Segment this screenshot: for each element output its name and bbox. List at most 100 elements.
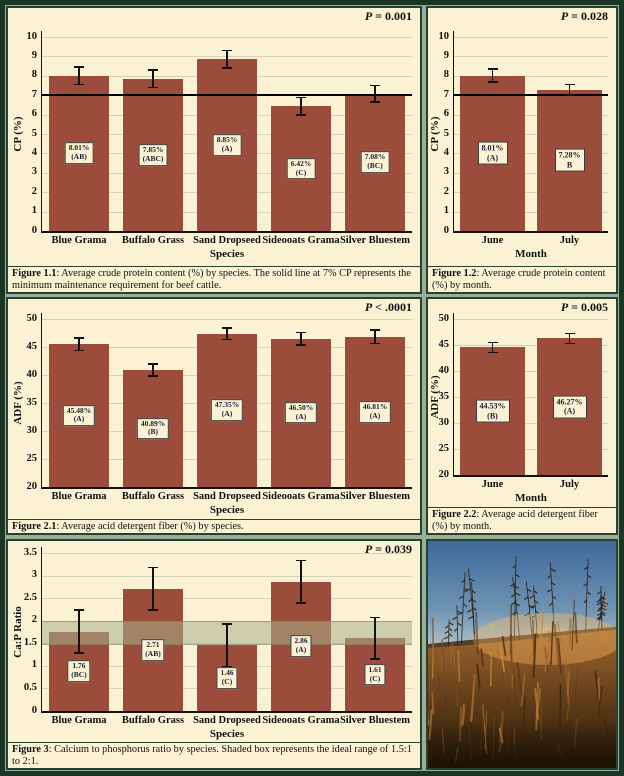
sun-glow bbox=[473, 613, 616, 665]
bottom-shadow bbox=[428, 721, 616, 768]
y-tick-label: 35 bbox=[438, 390, 450, 402]
bar-value-label: 2.86 (A) bbox=[290, 635, 312, 658]
x-category-label: Sand Dropseed bbox=[193, 715, 261, 726]
y-tick-label: 2 bbox=[443, 185, 449, 197]
x-category-label: Silver Bluestem bbox=[339, 715, 411, 726]
x-category-label: June bbox=[481, 479, 504, 490]
y-tick-label: 8 bbox=[443, 69, 449, 81]
y-tick-label: 7 bbox=[443, 88, 449, 100]
x-axis-line bbox=[41, 487, 412, 489]
grass-stalk bbox=[467, 568, 477, 651]
error-bar bbox=[78, 338, 80, 351]
gridline bbox=[454, 172, 608, 174]
error-bar bbox=[491, 69, 494, 82]
gridline bbox=[454, 449, 608, 450]
x-category-label: July bbox=[559, 479, 580, 490]
gridline bbox=[42, 37, 412, 38]
error-bar-cap bbox=[564, 83, 575, 86]
x-category-label: Sand Dropseed bbox=[193, 491, 261, 502]
error-bar bbox=[374, 85, 376, 102]
error-bar bbox=[568, 333, 571, 344]
plot-area-figure-2-1: P < .0001 20 25 30 35 40 45 50 45.48% (A) 40.89%(… bbox=[8, 299, 420, 519]
y-tick-label: 2 bbox=[31, 185, 37, 197]
x-category-label: Sideooats Grama bbox=[262, 491, 340, 502]
x-category-label: Sand Dropseed bbox=[193, 235, 261, 246]
y-tick-label: 40 bbox=[438, 364, 450, 376]
gridline bbox=[454, 114, 608, 116]
error-bar-cap bbox=[296, 96, 306, 99]
bar-value-label: 2.71 (AB) bbox=[141, 638, 165, 661]
error-bar-cap bbox=[370, 101, 380, 103]
x-axis-line bbox=[453, 231, 608, 233]
caption-figure-1-1: Figure 1.1: Average crude protein conten… bbox=[8, 266, 420, 292]
error-bar-cap bbox=[370, 616, 380, 619]
error-bar-cap bbox=[148, 363, 158, 365]
error-bar-cap bbox=[222, 623, 232, 625]
y-axis-title: CP (%) bbox=[12, 116, 24, 152]
y-axis-title: ADF (%) bbox=[12, 381, 24, 425]
y-tick-label: 30 bbox=[438, 416, 450, 428]
bar-value-label: 8.01% (A) bbox=[477, 141, 508, 165]
error-bar-cap bbox=[564, 342, 575, 345]
reference-line bbox=[453, 93, 608, 97]
error-bar-cap bbox=[296, 559, 306, 562]
y-tick-label: 5 bbox=[31, 127, 37, 139]
y-tick-label: 25 bbox=[26, 452, 38, 464]
error-bar bbox=[78, 66, 80, 85]
x-axis-line bbox=[453, 475, 608, 477]
gridline bbox=[454, 37, 608, 38]
bar-value-label: 8.01% (AB) bbox=[64, 142, 94, 165]
error-bar-cap bbox=[74, 337, 84, 339]
gridline bbox=[454, 345, 608, 346]
gridline bbox=[42, 598, 412, 600]
error-bar-cap bbox=[487, 341, 498, 344]
panel-figure-3: P = 0.039 0 0.5 1 1.5 2 2.5 3 3.5 1.76 (BC) 2.71 (A… bbox=[6, 539, 422, 770]
x-axis-title: Species bbox=[209, 504, 245, 516]
caption-figure-3: Figure 3: Calcium to phosphorus ratio by… bbox=[8, 742, 420, 768]
panel-figure-1-1: P = 0.001 0 1 2 3 4 5 6 7 8 9 10 8.01% (AB) 7.85% (ABC… bbox=[6, 6, 422, 294]
x-category-label: Buffalo Grass bbox=[121, 715, 185, 726]
gridline bbox=[454, 56, 608, 58]
error-bar-cap bbox=[148, 375, 158, 377]
gridline bbox=[454, 319, 608, 320]
error-bar-cap bbox=[148, 69, 158, 71]
error-bar-cap bbox=[148, 86, 158, 89]
y-tick-label: 1 bbox=[31, 205, 37, 217]
y-tick-label: 10 bbox=[438, 30, 450, 42]
error-bar bbox=[491, 342, 494, 353]
x-axis-line bbox=[41, 231, 412, 233]
error-bar-cap bbox=[370, 342, 380, 345]
error-bar-cap bbox=[148, 566, 158, 569]
error-bar-cap bbox=[296, 331, 306, 334]
y-tick-label: 3 bbox=[31, 166, 37, 178]
error-bar-cap bbox=[222, 338, 232, 341]
p-value-figure-2-1: P < .0001 bbox=[364, 300, 412, 314]
gridline bbox=[454, 371, 608, 372]
y-tick-label: 1 bbox=[443, 205, 449, 217]
error-bar bbox=[300, 560, 302, 604]
bar-value-label: 44.53% (B) bbox=[475, 399, 510, 423]
error-bar-cap bbox=[74, 652, 84, 654]
error-bar-cap bbox=[296, 114, 306, 116]
x-category-label: Blue Grama bbox=[51, 715, 107, 726]
p-value-figure-1-1: P = 0.001 bbox=[364, 9, 412, 23]
y-tick-label: 3 bbox=[443, 166, 449, 178]
y-axis-title: CP (%) bbox=[429, 116, 441, 152]
caption-figure-1-2: Figure 1.2: Average crude protein conten… bbox=[428, 266, 616, 292]
y-tick-label: 7 bbox=[31, 88, 37, 100]
y-axis-line bbox=[41, 547, 43, 711]
gridline bbox=[454, 192, 608, 194]
y-tick-label: 35 bbox=[26, 396, 38, 408]
panel-figure-2-1: P < .0001 20 25 30 35 40 45 50 45.48% (A) 40.89%(… bbox=[6, 297, 422, 535]
y-tick-label: 45 bbox=[438, 338, 450, 350]
y-tick-label: 0 bbox=[31, 704, 37, 716]
y-tick-label: 1 bbox=[31, 659, 37, 671]
error-bar bbox=[152, 363, 154, 377]
x-axis-title: Month bbox=[515, 248, 547, 260]
gridline bbox=[454, 397, 608, 398]
bar-value-label: 6.42% (C) bbox=[286, 157, 316, 180]
x-category-label: Sideooats Grama bbox=[262, 235, 340, 246]
error-bar bbox=[300, 332, 302, 345]
caption-figure-2-2: Figure 2.2: Average acid detergent fiber… bbox=[428, 507, 616, 533]
